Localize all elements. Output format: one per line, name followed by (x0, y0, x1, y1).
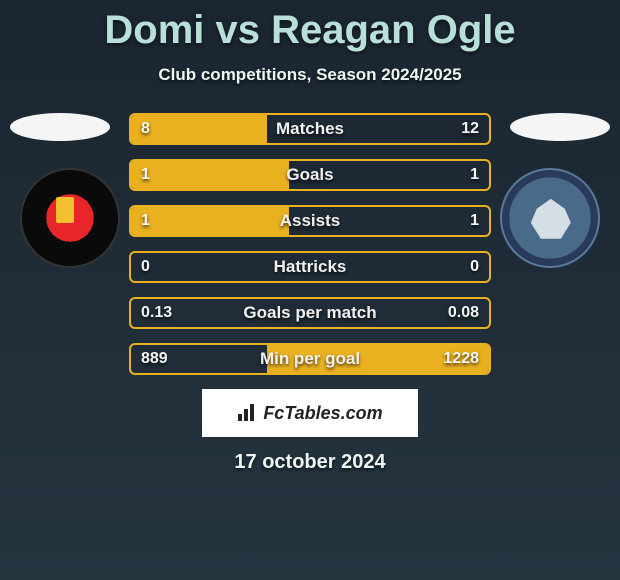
stat-label: Assists (131, 207, 489, 235)
stat-value-right: 12 (451, 115, 489, 143)
flag-left (10, 113, 110, 141)
chart-icon (237, 404, 257, 422)
stat-label: Matches (131, 115, 489, 143)
stat-row: 0 Hattricks 0 (129, 251, 491, 283)
stat-row: 0.13 Goals per match 0.08 (129, 297, 491, 329)
watermark: FcTables.com (202, 389, 418, 437)
club-crest-right (500, 168, 600, 268)
stat-label: Goals per match (131, 299, 489, 327)
stat-label: Hattricks (131, 253, 489, 281)
stat-row: 1 Assists 1 (129, 205, 491, 237)
comparison-block: 8 Matches 12 1 Goals 1 1 Assists 1 0 Hat… (0, 113, 620, 474)
stat-row: 889 Min per goal 1228 (129, 343, 491, 375)
stat-value-right: 0 (460, 253, 489, 281)
stat-value-right: 1 (460, 207, 489, 235)
page-title: Domi vs Reagan Ogle (0, 0, 620, 53)
stat-row: 1 Goals 1 (129, 159, 491, 191)
stat-value-right: 0.08 (438, 299, 489, 327)
subtitle: Club competitions, Season 2024/2025 (0, 65, 620, 85)
stat-value-right: 1 (460, 161, 489, 189)
club-crest-left (20, 168, 120, 268)
stat-label: Goals (131, 161, 489, 189)
stat-bars: 8 Matches 12 1 Goals 1 1 Assists 1 0 Hat… (129, 113, 491, 375)
flag-right (510, 113, 610, 141)
watermark-text: FcTables.com (263, 403, 382, 424)
stat-value-right: 1228 (433, 345, 489, 373)
date-label: 17 october 2024 (0, 451, 620, 474)
stat-row: 8 Matches 12 (129, 113, 491, 145)
